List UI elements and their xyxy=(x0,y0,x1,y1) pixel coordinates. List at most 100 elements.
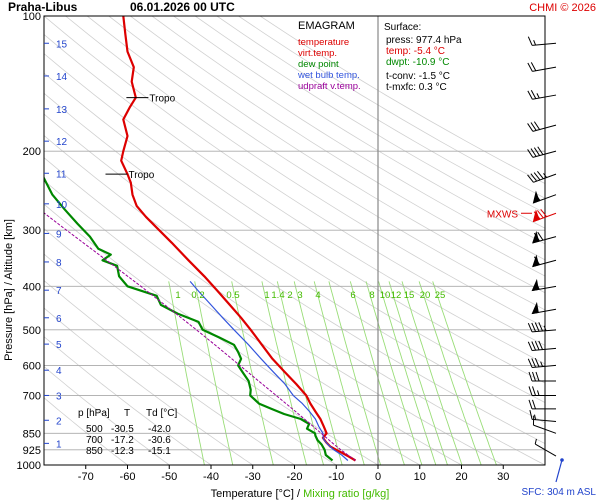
table-cell: -42.0 xyxy=(148,424,171,435)
dry-adiabat-line xyxy=(194,16,545,229)
wind-barb-half xyxy=(543,325,547,331)
mixing-ratio-line xyxy=(349,281,405,465)
wind-barb-full xyxy=(534,357,540,368)
wind-barb-half xyxy=(534,414,537,420)
pressure-tick-label: 100 xyxy=(23,11,41,23)
mixing-ratio-tick-label: 15 xyxy=(404,290,415,301)
x-tick-label: 30 xyxy=(497,471,509,483)
x-tick-label: -40 xyxy=(203,471,219,483)
wind-barb-full xyxy=(527,62,533,72)
pressure-tick-label: 300 xyxy=(23,225,41,237)
wind-barb-staff xyxy=(532,329,557,333)
wind-barb-half xyxy=(536,196,541,201)
legend-item-updraft: udpraft v.temp. xyxy=(298,81,361,92)
mixing-ratio-tick-label: 12 xyxy=(391,290,402,301)
mixing-ratio-line xyxy=(231,281,274,465)
pressure-tick-label: 1000 xyxy=(17,460,41,472)
wind-barb-half xyxy=(536,284,540,290)
wind-barb-full xyxy=(533,256,540,265)
wind-barb-staff xyxy=(532,94,557,100)
plot-inner xyxy=(44,16,545,465)
table-header-td: Td [°C] xyxy=(146,408,177,419)
surface-elevation: SFC: 304 m ASL xyxy=(522,487,597,498)
mixing-ratio-tick-label: 1 xyxy=(175,290,180,301)
profile-temperatureline xyxy=(120,16,357,462)
mixing-ratio-tick-label: 25 xyxy=(435,290,446,301)
mixing-ratio-tick-label: 8 xyxy=(369,290,374,301)
wind-barb-full xyxy=(535,371,540,382)
dry-adiabat-line xyxy=(65,16,545,328)
surface-info: Surface: press: 977.4 hPa temp: -5.4 °C … xyxy=(384,22,462,93)
wind-barb-full xyxy=(537,231,544,241)
x-tick-label: -50 xyxy=(161,471,177,483)
table-header-p: p [hPa] xyxy=(78,408,110,419)
dry-adiabat-line xyxy=(238,16,545,199)
mixing-ratio-tick-label: 3 xyxy=(297,290,302,301)
dry-adiabat-line xyxy=(216,16,545,214)
wind-barb-staff xyxy=(532,66,557,72)
mixing-ratio-line xyxy=(328,281,382,465)
pressure-tick-label: 925 xyxy=(23,445,41,457)
legend-item-temperature: temperature xyxy=(298,37,349,48)
mixing-ratio-tick-label: 10 xyxy=(380,290,391,301)
wind-barb-half xyxy=(540,361,544,367)
pressure-tick-label: 700 xyxy=(23,390,41,402)
tropopause-label: Tropo xyxy=(149,94,175,105)
altitude-tick-label: 1 xyxy=(56,439,62,450)
wind-barb-full xyxy=(534,341,540,351)
mixing-ratio-tick-label: 0.5 xyxy=(226,290,239,301)
mixing-ratio-line xyxy=(313,281,365,465)
surface-pressure: press: 977.4 hPa xyxy=(386,35,462,46)
surface-dewpoint: dwpt: -10.9 °C xyxy=(386,57,449,68)
wind-barb-half xyxy=(537,390,540,396)
mixing-ratio-tick-label: 1.4 xyxy=(271,290,284,301)
wind-barb-full xyxy=(531,322,537,332)
dry-adiabat-line xyxy=(44,53,545,384)
x-tick-label: 0 xyxy=(375,471,381,483)
wind-barb-full xyxy=(533,147,540,156)
dry-adiabat-line xyxy=(44,72,545,404)
wind-barb-full xyxy=(534,322,540,332)
wind-barb-half xyxy=(536,93,540,99)
x-tick-label: -30 xyxy=(245,471,261,483)
pressure-tick-label: 200 xyxy=(23,146,41,158)
wind-barb-half xyxy=(533,40,537,46)
altitude-tick-label: 15 xyxy=(56,39,68,50)
wind-barb-full xyxy=(527,323,533,333)
wind-barb-full xyxy=(527,36,533,46)
mixing-ratio-line xyxy=(365,281,423,465)
wind-barb-full xyxy=(537,146,544,155)
x-tick-label: -70 xyxy=(78,471,94,483)
wind-barb-full xyxy=(528,399,533,410)
altitude-tick-label: 8 xyxy=(56,258,62,269)
wind-barb-full xyxy=(527,341,533,351)
x-tick-label: -20 xyxy=(287,471,303,483)
wind-barb-full xyxy=(528,371,533,382)
surface-temperature: temp: -5.4 °C xyxy=(386,46,445,57)
altitude-tick-label: 6 xyxy=(56,314,62,325)
wind-barb-pennant xyxy=(531,301,539,315)
wind-barb-full xyxy=(530,148,537,157)
wind-barb-half xyxy=(534,438,537,445)
wind-barb-staff xyxy=(532,347,557,352)
dry-adiabat-line xyxy=(130,16,545,277)
wind-barb-full xyxy=(527,90,533,100)
wind-barb-full xyxy=(530,122,537,131)
table-cell: -12.3 xyxy=(111,446,134,457)
wind-barb-staff xyxy=(532,150,557,158)
legend-title: EMAGRAM xyxy=(298,20,355,32)
profile-dew-pointline xyxy=(44,175,334,462)
mixing-ratio-line xyxy=(168,281,205,465)
wind-barb-staff xyxy=(534,443,557,457)
wind-barb-staff xyxy=(532,418,557,422)
mixing-ratio-tick-label: 0.2 xyxy=(191,290,204,301)
altitude-tick-label: 3 xyxy=(56,391,62,402)
wind-barb-full xyxy=(532,386,536,396)
wind-barb-full xyxy=(537,171,544,180)
credit-text: CHMI © 2026 xyxy=(529,2,596,14)
table-cell: -15.1 xyxy=(148,446,171,457)
table-cell: 850 xyxy=(86,446,103,457)
dry-adiabat-line xyxy=(173,16,545,245)
x-tick-label: 20 xyxy=(455,471,467,483)
